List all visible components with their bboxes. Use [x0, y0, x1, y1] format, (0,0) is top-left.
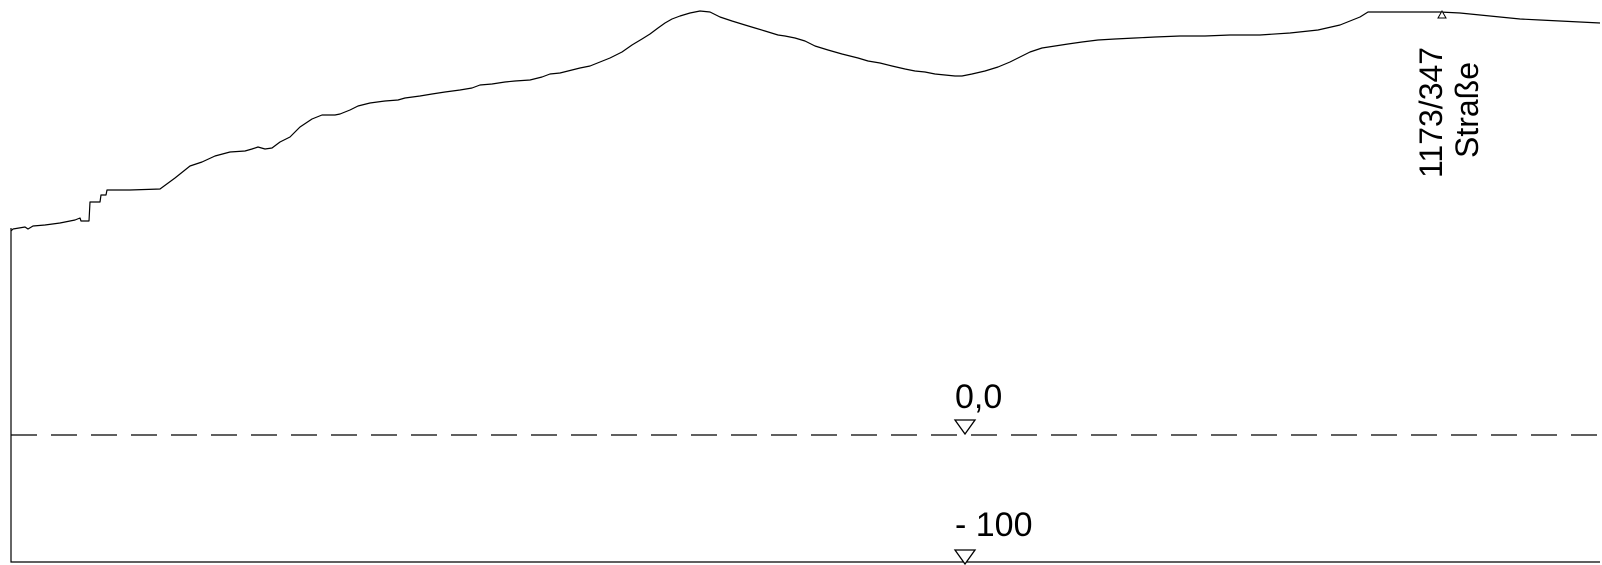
terrain-profile-line [10, 10, 1601, 232]
parcel-number-label: 1173/347 [1413, 47, 1449, 178]
zero-level-marker-icon [953, 419, 977, 436]
street-marker-icon [1437, 9, 1447, 19]
zero-level-label: 0,0 [955, 378, 1002, 416]
lower-level-label: - 100 [955, 506, 1033, 544]
section-frame [10, 228, 1600, 563]
street-label: Straße [1449, 62, 1485, 158]
lower-level-marker-icon [953, 549, 977, 565]
